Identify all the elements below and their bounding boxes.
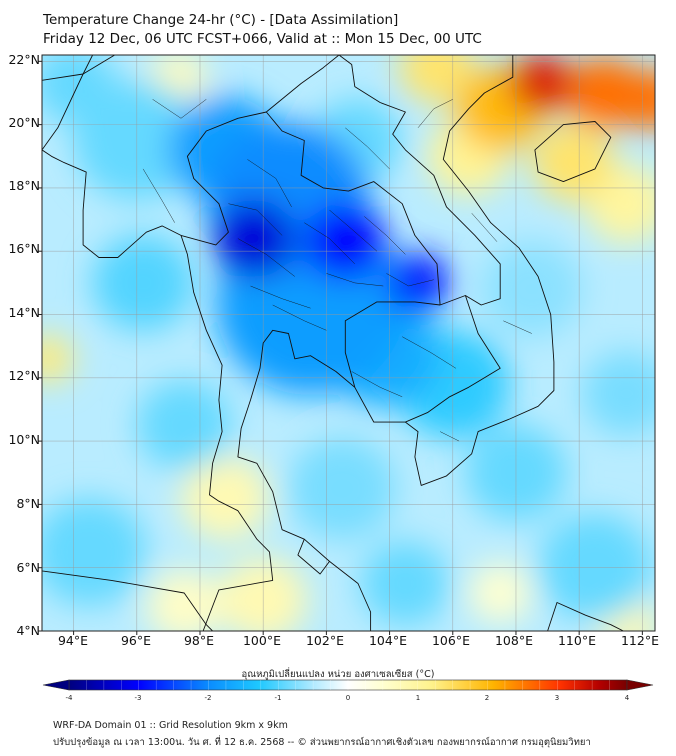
coastline-sumatra	[42, 570, 214, 631]
temperature-anomaly	[468, 563, 532, 624]
country-border	[266, 55, 340, 113]
province-border	[247, 159, 292, 208]
temperature-anomaly	[42, 334, 74, 383]
map-title: Temperature Change 24-hr (°C) - [Data As…	[43, 12, 399, 28]
coastline-indochina	[42, 55, 555, 631]
plot-frame	[41, 54, 656, 632]
province-border	[364, 216, 406, 255]
temperature-anomaly	[509, 55, 573, 114]
province-border	[402, 336, 457, 369]
temperature-anomaly	[288, 437, 396, 540]
temperature-anomaly	[620, 69, 655, 130]
province-border	[326, 273, 384, 287]
temperature-anomaly	[481, 241, 583, 338]
province-border	[329, 209, 378, 252]
lon-label-104: 104°E	[368, 633, 407, 648]
colorbar-tick-minus3: -3	[134, 694, 142, 702]
province-border	[250, 285, 311, 309]
province-border	[417, 99, 453, 128]
province-border	[142, 168, 175, 223]
colorbar-min-arrow	[42, 679, 70, 691]
country-border	[405, 295, 501, 423]
colorbar-max-arrow	[626, 679, 654, 691]
province-border	[228, 203, 283, 236]
country-border	[42, 55, 115, 81]
province-border	[152, 99, 207, 119]
lat-label-8: 8°N	[16, 496, 40, 511]
lon-label-112: 112°E	[620, 633, 659, 648]
lon-label-94: 94°E	[57, 633, 89, 648]
colorbar-tick-3: 3	[554, 694, 560, 702]
temperature-anomaly	[146, 569, 223, 631]
temperature-anomaly	[136, 380, 232, 471]
province-border	[439, 431, 460, 442]
lon-label-102: 102°E	[305, 633, 344, 648]
colorbar-label: อุณหภูมิเปลี่ยนแปลง หน่วย องศาเซลเซียส (…	[241, 669, 435, 680]
lat-label-12: 12°N	[8, 368, 40, 383]
lat-label-22: 22°N	[8, 52, 40, 67]
country-border	[297, 539, 330, 575]
colorbar-tick-minus1: -1	[274, 694, 282, 702]
province-border	[237, 238, 295, 277]
country-border	[265, 111, 441, 306]
lon-label-100: 100°E	[242, 633, 281, 648]
lat-label-20: 20°N	[8, 115, 40, 130]
lat-label-14: 14°N	[8, 305, 40, 320]
lon-label-98: 98°E	[183, 633, 215, 648]
province-border	[272, 304, 327, 331]
province-border	[351, 371, 403, 398]
coastline-hainan	[534, 121, 612, 183]
temperature-anomaly	[212, 199, 295, 278]
lon-label-108: 108°E	[494, 633, 533, 648]
footer-credit: ปรับปรุงข้อมูล ณ เวลา 13:00น. วัน ศ. ที่…	[53, 737, 591, 748]
colorbar-tick-4: 4	[624, 694, 630, 702]
lat-label-16: 16°N	[8, 241, 40, 256]
temperature-anomaly	[181, 456, 270, 541]
province-border	[386, 273, 434, 287]
temperature-anomaly	[582, 351, 655, 436]
temperature-field	[42, 55, 655, 631]
province-border	[304, 222, 355, 265]
temperature-anomaly	[42, 497, 147, 606]
colorbar-tick-2: 2	[484, 694, 490, 702]
footer-model-info: WRF-DA Domain 01 :: Grid Resolution 9km …	[53, 720, 288, 731]
map-subtitle: Friday 12 Dec, 06 UTC FCST+066, Valid at…	[43, 31, 482, 47]
temperature-anomaly	[386, 252, 450, 313]
country-border	[180, 111, 267, 246]
temperature-anomaly	[42, 55, 115, 123]
lon-label-96: 96°E	[120, 633, 152, 648]
temperature-anomaly	[531, 123, 614, 202]
lon-label-110: 110°E	[557, 633, 596, 648]
country-border	[344, 301, 441, 388]
province-border	[345, 127, 390, 170]
temperature-anomaly	[92, 234, 194, 331]
country-border	[338, 55, 501, 306]
coastline-borneo	[547, 602, 624, 631]
lat-label-4: 4°N	[16, 623, 40, 638]
colorbar-tick-minus2: -2	[204, 694, 212, 702]
lat-label-10: 10°N	[8, 432, 40, 447]
colorbar-tick-0: 0	[345, 694, 351, 702]
lat-label-18: 18°N	[8, 178, 40, 193]
lon-label-106: 106°E	[431, 633, 470, 648]
province-border	[471, 213, 498, 242]
temperature-anomaly	[361, 541, 450, 626]
colorbar-tick-1: 1	[415, 694, 421, 702]
colorbar-tick-minus4: -4	[65, 694, 73, 702]
province-border	[503, 320, 532, 334]
temperature-anomaly	[399, 55, 475, 104]
temperature-anomaly	[304, 202, 387, 281]
coastlines	[42, 55, 624, 631]
lat-label-6: 6°N	[16, 560, 40, 575]
